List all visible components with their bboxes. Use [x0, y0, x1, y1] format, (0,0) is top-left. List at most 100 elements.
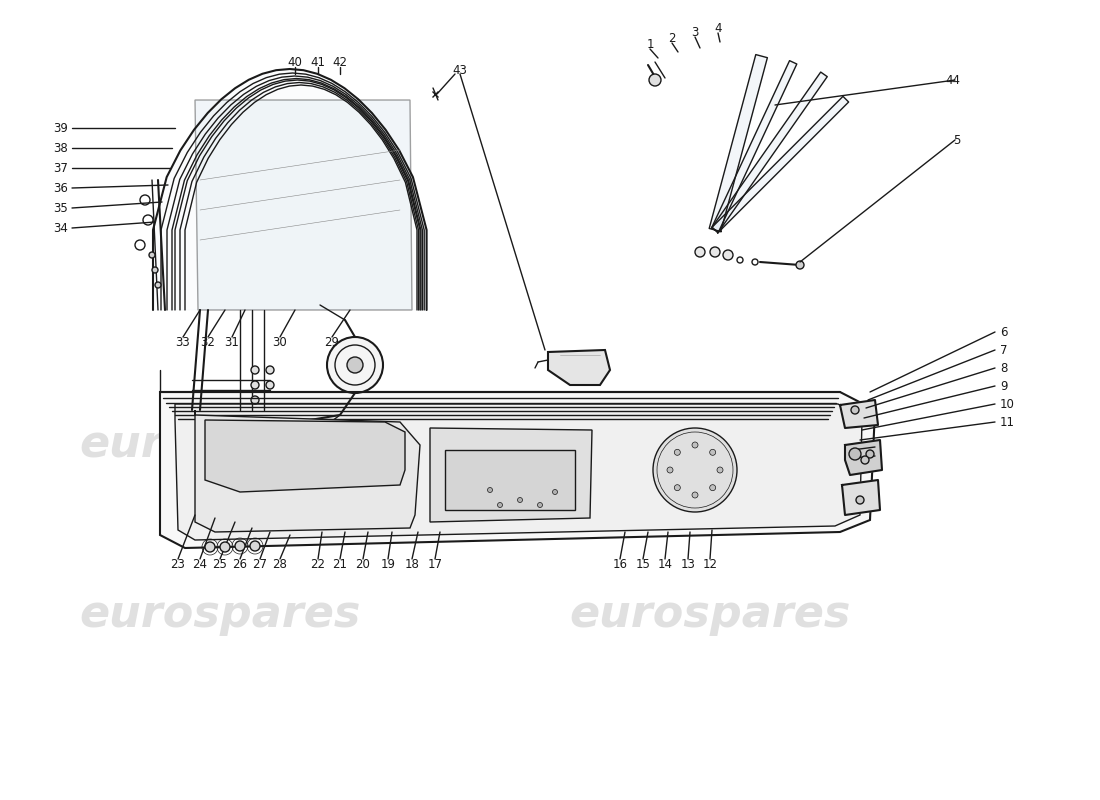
Text: 39: 39 [53, 122, 68, 134]
Text: 37: 37 [53, 162, 68, 174]
Text: 34: 34 [53, 222, 68, 234]
Text: 41: 41 [310, 55, 326, 69]
Circle shape [487, 487, 493, 493]
Circle shape [220, 542, 230, 552]
Polygon shape [175, 404, 862, 540]
Circle shape [692, 442, 698, 448]
Text: 5: 5 [953, 134, 960, 146]
Polygon shape [710, 54, 768, 231]
Text: 24: 24 [192, 558, 208, 571]
Circle shape [327, 337, 383, 393]
Text: 30: 30 [273, 335, 287, 349]
Polygon shape [153, 69, 427, 310]
Text: 44: 44 [945, 74, 960, 86]
Text: eurospares: eurospares [79, 594, 361, 637]
Circle shape [538, 502, 542, 507]
Text: 23: 23 [170, 558, 186, 571]
Text: 13: 13 [681, 558, 695, 571]
Text: 16: 16 [613, 558, 627, 571]
Circle shape [695, 247, 705, 257]
Circle shape [251, 366, 258, 374]
Text: 1: 1 [647, 38, 653, 50]
Polygon shape [548, 350, 610, 385]
Text: 26: 26 [232, 558, 248, 571]
Circle shape [148, 252, 155, 258]
Circle shape [674, 485, 680, 490]
Circle shape [251, 396, 258, 404]
Circle shape [849, 448, 861, 460]
Circle shape [710, 247, 720, 257]
Text: 36: 36 [53, 182, 68, 194]
Circle shape [710, 485, 716, 490]
Circle shape [497, 502, 503, 507]
Text: 42: 42 [332, 55, 348, 69]
Text: 15: 15 [636, 558, 650, 571]
Text: 31: 31 [224, 335, 240, 349]
Circle shape [851, 406, 859, 414]
Circle shape [250, 541, 260, 551]
Circle shape [649, 74, 661, 86]
Polygon shape [842, 480, 880, 515]
Text: 40: 40 [287, 55, 303, 69]
Polygon shape [430, 428, 592, 522]
Circle shape [653, 428, 737, 512]
Circle shape [710, 450, 716, 455]
Text: 32: 32 [200, 335, 216, 349]
Circle shape [717, 467, 723, 473]
Text: 3: 3 [691, 26, 698, 38]
Polygon shape [712, 96, 848, 233]
Polygon shape [195, 410, 420, 532]
Polygon shape [845, 440, 882, 475]
Circle shape [674, 450, 680, 455]
Text: 18: 18 [405, 558, 419, 571]
Circle shape [155, 282, 161, 288]
Polygon shape [712, 72, 827, 232]
Text: 17: 17 [428, 558, 442, 571]
Circle shape [723, 250, 733, 260]
Polygon shape [840, 400, 878, 428]
Circle shape [861, 456, 869, 464]
Circle shape [796, 261, 804, 269]
Text: 43: 43 [452, 63, 468, 77]
Circle shape [856, 496, 864, 504]
Text: 28: 28 [273, 558, 287, 571]
Text: 12: 12 [703, 558, 717, 571]
Circle shape [667, 467, 673, 473]
Text: 14: 14 [658, 558, 672, 571]
Circle shape [346, 357, 363, 373]
Polygon shape [712, 61, 796, 232]
Text: 29: 29 [324, 335, 340, 349]
Text: 20: 20 [355, 558, 371, 571]
Circle shape [251, 381, 258, 389]
Text: 27: 27 [253, 558, 267, 571]
Text: 6: 6 [1000, 326, 1008, 338]
Text: eurospares: eurospares [570, 423, 850, 466]
Circle shape [692, 492, 698, 498]
Text: 19: 19 [381, 558, 396, 571]
Circle shape [152, 267, 158, 273]
Text: 21: 21 [332, 558, 348, 571]
Text: 33: 33 [176, 335, 190, 349]
Text: 4: 4 [714, 22, 722, 34]
Polygon shape [160, 392, 874, 548]
Circle shape [235, 541, 245, 551]
Text: 25: 25 [212, 558, 228, 571]
Circle shape [866, 450, 874, 458]
Circle shape [266, 366, 274, 374]
Circle shape [266, 381, 274, 389]
FancyBboxPatch shape [446, 450, 575, 510]
Polygon shape [195, 100, 412, 310]
Text: 11: 11 [1000, 415, 1015, 429]
Text: 8: 8 [1000, 362, 1008, 374]
Text: 9: 9 [1000, 379, 1008, 393]
Text: 7: 7 [1000, 343, 1008, 357]
Circle shape [552, 490, 558, 494]
Text: 2: 2 [669, 31, 675, 45]
Text: eurospares: eurospares [79, 423, 361, 466]
Text: 38: 38 [53, 142, 68, 154]
Polygon shape [205, 420, 405, 492]
Circle shape [517, 498, 522, 502]
Text: eurospares: eurospares [570, 594, 850, 637]
Circle shape [205, 542, 214, 552]
Text: 10: 10 [1000, 398, 1015, 410]
